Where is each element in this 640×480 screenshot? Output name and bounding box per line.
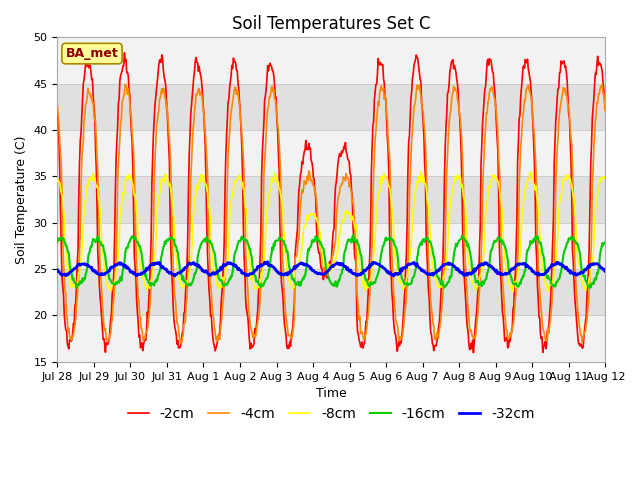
- Line: -16cm: -16cm: [58, 235, 605, 288]
- Legend: -2cm, -4cm, -8cm, -16cm, -32cm: -2cm, -4cm, -8cm, -16cm, -32cm: [122, 401, 540, 426]
- -32cm: [602, 268, 609, 274]
- -4cm: [205, 242, 213, 248]
- -2cm: [54, 110, 61, 116]
- -16cm: [602, 239, 609, 245]
- -16cm: [72, 285, 80, 291]
- -4cm: [178, 340, 186, 346]
- -16cm: [349, 232, 357, 238]
- Line: -8cm: -8cm: [58, 171, 605, 292]
- -16cm: [205, 239, 213, 245]
- -32cm: [175, 270, 183, 276]
- Text: BA_met: BA_met: [66, 47, 118, 60]
- -2cm: [602, 106, 609, 112]
- -32cm: [399, 265, 407, 271]
- -2cm: [63, 341, 71, 347]
- -2cm: [120, 50, 128, 56]
- -8cm: [602, 174, 609, 180]
- -8cm: [544, 289, 552, 295]
- Line: -32cm: -32cm: [58, 262, 605, 276]
- -16cm: [54, 240, 61, 245]
- -16cm: [63, 247, 71, 252]
- -16cm: [415, 243, 423, 249]
- -8cm: [417, 168, 425, 174]
- -2cm: [205, 287, 213, 293]
- -32cm: [63, 272, 71, 278]
- -4cm: [175, 334, 183, 340]
- Bar: [58, 315, 605, 362]
- -2cm: [399, 324, 406, 329]
- -4cm: [602, 108, 609, 114]
- -8cm: [398, 284, 406, 290]
- -4cm: [399, 333, 406, 338]
- -2cm: [120, 63, 127, 69]
- -4cm: [120, 94, 127, 99]
- -4cm: [415, 84, 422, 89]
- -16cm: [399, 278, 407, 284]
- -32cm: [264, 259, 271, 264]
- -32cm: [120, 264, 127, 269]
- -32cm: [204, 271, 212, 276]
- X-axis label: Time: Time: [316, 387, 347, 400]
- -4cm: [63, 317, 71, 323]
- Bar: [58, 130, 605, 177]
- Y-axis label: Soil Temperature (C): Soil Temperature (C): [15, 135, 28, 264]
- -8cm: [63, 263, 71, 268]
- -32cm: [54, 267, 61, 273]
- -8cm: [175, 277, 183, 283]
- -16cm: [120, 259, 128, 264]
- -8cm: [414, 178, 422, 184]
- -8cm: [120, 191, 127, 197]
- Bar: [58, 37, 605, 84]
- -2cm: [470, 350, 477, 356]
- Bar: [58, 223, 605, 269]
- -32cm: [415, 265, 423, 271]
- -32cm: [390, 273, 397, 279]
- -4cm: [598, 81, 606, 87]
- -8cm: [204, 204, 212, 210]
- Title: Soil Temperatures Set C: Soil Temperatures Set C: [232, 15, 431, 33]
- -4cm: [54, 103, 61, 109]
- Line: -4cm: -4cm: [58, 84, 605, 343]
- -16cm: [176, 269, 184, 275]
- -2cm: [176, 345, 184, 350]
- -2cm: [415, 63, 422, 69]
- -8cm: [54, 179, 61, 184]
- Line: -2cm: -2cm: [58, 53, 605, 353]
